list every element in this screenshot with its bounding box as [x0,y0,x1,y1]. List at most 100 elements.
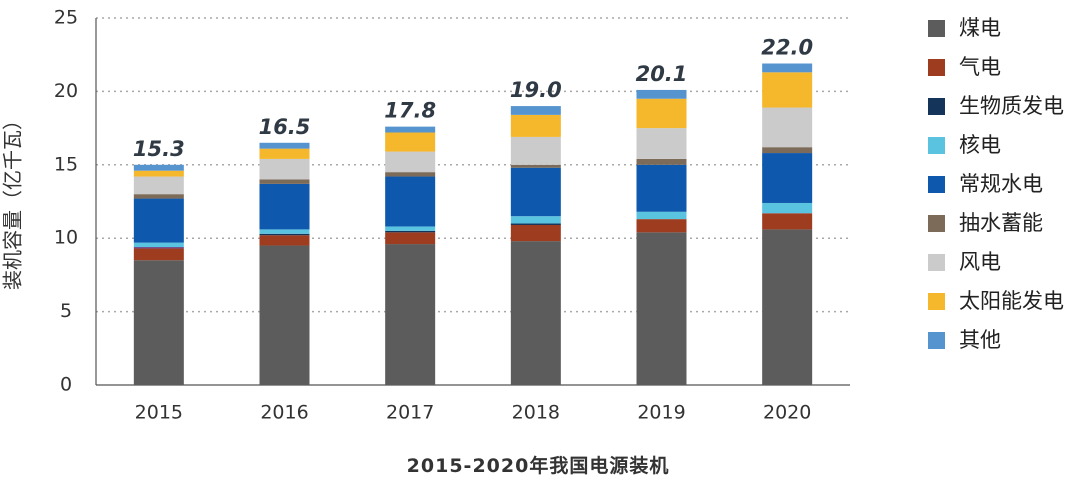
bar-segment [259,183,310,230]
legend-item: 核电 [928,133,1001,157]
legend-item: 常规水电 [928,172,1043,196]
bar-segment [385,232,436,245]
y-tick-labels: 0 5 10 15 20 25 [54,7,78,396]
legend-swatch [928,293,945,310]
bar-segment [510,164,561,168]
x-tick-label: 2017 [386,402,434,424]
legend-item: 生物质发电 [928,94,1064,118]
legend-label: 煤电 [959,16,1001,40]
legend-swatch [928,137,945,154]
bar-segment [133,248,184,261]
bar-segment [385,132,436,152]
bar-segment [636,128,687,159]
total-label: 17.8 [384,99,436,123]
bars [133,63,813,385]
legend-item: 风电 [928,250,1001,274]
bar-segment [259,233,310,236]
legend-label: 太阳能发电 [959,289,1064,313]
bar-segment [510,106,561,115]
bar-segment [762,107,813,148]
x-tick-label: 2018 [512,402,560,424]
total-label: 16.5 [259,115,311,139]
legend-swatch [928,215,945,232]
x-tick-label: 2019 [637,402,685,424]
legend-label: 核电 [959,133,1001,157]
legend-item: 其他 [928,328,1001,352]
bar-segment [762,63,813,73]
bar-segment [133,247,184,249]
bar-segment [133,176,184,195]
legend-item: 太阳能发电 [928,289,1064,313]
legend-label: 常规水电 [959,172,1043,196]
legend-label: 抽水蓄能 [959,211,1043,235]
total-label: 22.0 [761,36,813,60]
legend-swatch [928,59,945,76]
bar-segment [636,211,687,220]
bar-segment [385,126,436,133]
y-tick-label: 15 [54,153,78,175]
bar-segment [762,202,813,214]
bar-segment [762,213,813,230]
legend-label: 生物质发电 [959,94,1064,118]
legend-swatch [928,98,945,115]
bar-segment [636,232,687,385]
x-tick-labels: 2015 2016 2017 2018 2019 2020 [135,402,812,424]
bar-segment [259,148,310,159]
bar-segment [385,226,436,231]
legend-label: 风电 [959,250,1001,274]
total-label: 15.3 [133,137,185,161]
total-label: 20.1 [636,62,688,86]
y-tick-label: 5 [60,300,72,322]
bar-segment [259,245,310,385]
x-tick-label: 2015 [135,402,183,424]
chart-title: 2015-2020年我国电源装机 [407,454,670,477]
bar-segment [510,114,561,137]
x-tick-label: 2020 [763,402,811,424]
bar-segment [385,176,436,227]
bar-segment [133,260,184,385]
total-label: 19.0 [510,78,562,102]
bar-segment [636,89,687,99]
bar-segment [636,98,687,129]
bar-segment [762,72,813,108]
bar-segment [636,158,687,165]
bar-segment [385,244,436,385]
bar-segment [510,241,561,385]
bar-segment [385,172,436,177]
bar-segment [762,153,813,203]
axes [95,18,850,386]
bar-segment [510,167,561,217]
bar-segment [259,229,310,234]
y-axis-label: 装机容量（亿千瓦） [1,110,25,290]
bar-segment [133,164,184,171]
gridlines [96,17,850,313]
legend-item: 气电 [928,55,1001,79]
bar-segment [510,216,561,224]
legend-item: 煤电 [928,16,1001,40]
bar-segment [259,179,310,184]
legend-swatch [928,176,945,193]
legend-swatch [928,254,945,271]
bar-segment [510,136,561,165]
bar-segment [762,229,813,385]
bar-segment [133,198,184,243]
bar-segment [259,142,310,149]
bar-segment [762,147,813,154]
y-tick-label: 0 [60,374,72,396]
bar-segment [385,151,436,173]
total-labels: 15.3 16.5 17.8 19.0 20.1 22.0 [133,36,813,161]
bar-segment [133,170,184,177]
bar-segment [510,224,561,242]
legend-label: 气电 [959,55,1001,79]
x-tick-label: 2016 [260,402,308,424]
bar-segment [133,194,184,199]
y-tick-label: 20 [54,80,78,102]
y-tick-label: 10 [54,227,78,249]
legend-label: 其他 [959,328,1001,352]
legend-item: 抽水蓄能 [928,211,1043,235]
bar-segment [510,223,561,225]
bar-segment [636,164,687,212]
bar-segment [385,230,436,233]
